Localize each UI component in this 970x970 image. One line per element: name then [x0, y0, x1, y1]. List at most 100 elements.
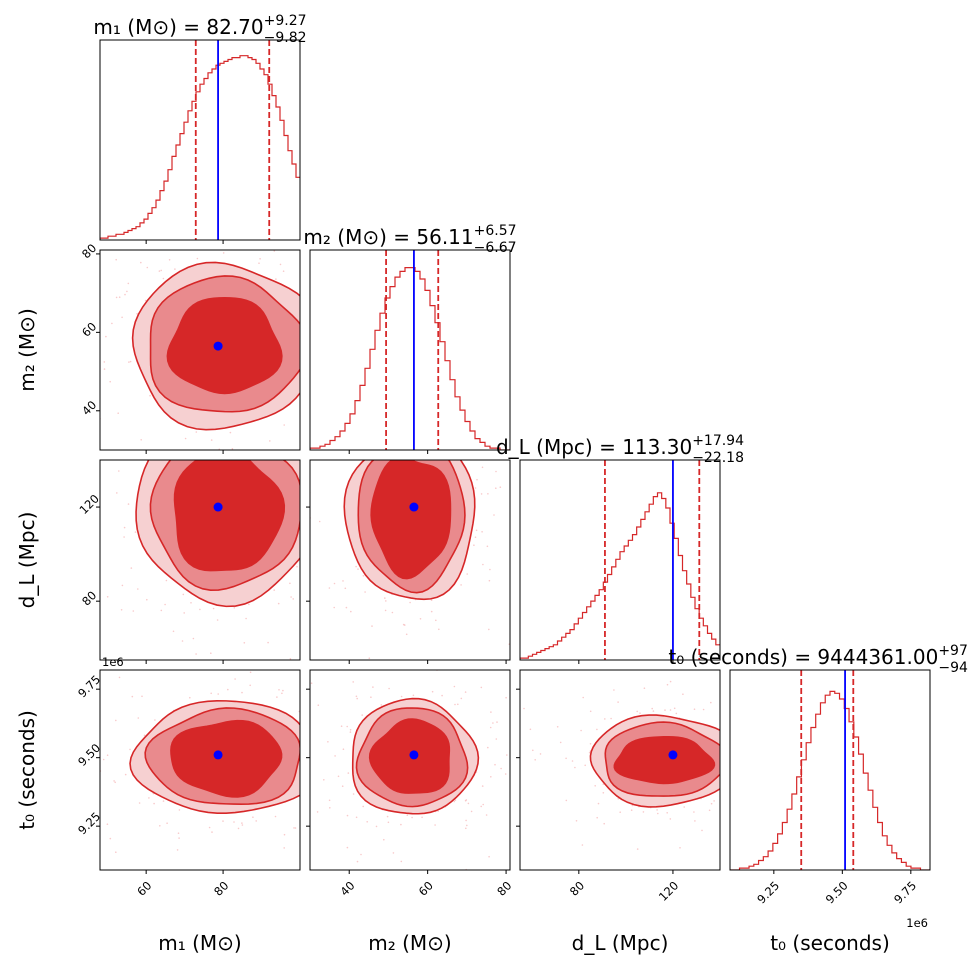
scatter-point	[565, 757, 567, 760]
scatter-point	[249, 671, 252, 674]
scatter-point	[476, 452, 478, 454]
scatter-point	[378, 339, 380, 341]
scatter-point	[723, 749, 725, 751]
scatter-point	[597, 802, 600, 805]
scatter-point	[241, 691, 243, 694]
scatter-point	[332, 566, 334, 568]
scatter-point	[460, 697, 463, 700]
scatter-point	[183, 612, 185, 614]
scatter-point	[364, 591, 366, 593]
scatter-point	[314, 813, 316, 815]
scatter-point	[377, 439, 379, 441]
scatter-point	[46, 451, 48, 453]
scatter-point	[314, 542, 316, 544]
title-err-minus: −6.67	[474, 240, 517, 256]
scatter-point	[211, 831, 213, 833]
scatter-point	[429, 443, 431, 445]
scatter-point	[330, 753, 332, 755]
scatter-point	[410, 454, 412, 456]
scatter-point	[400, 695, 403, 698]
scatter-point	[342, 342, 344, 344]
scatter-point	[465, 819, 467, 822]
scatter-point	[244, 668, 246, 670]
scatter-point	[289, 658, 292, 660]
scatter-point	[181, 640, 184, 642]
scatter-point	[306, 476, 308, 478]
scatter-point	[168, 259, 171, 261]
scatter-point	[575, 820, 578, 822]
scatter-point	[766, 780, 768, 782]
panel-frame-m2-t0	[309, 669, 511, 871]
scatter-point	[326, 408, 328, 410]
scatter-point	[195, 435, 197, 437]
scatter-point	[346, 814, 349, 817]
scatter-point	[324, 340, 326, 342]
scatter-point	[229, 431, 232, 434]
scatter-point	[165, 435, 167, 437]
scatter-point	[457, 427, 459, 429]
scatter-point	[584, 764, 586, 767]
scatter-point	[369, 666, 371, 668]
scatter-point	[216, 619, 219, 621]
scatter-point	[412, 222, 414, 224]
x-axis-label-m1: m₁ (M⊙)	[158, 931, 241, 955]
scatter-point	[269, 440, 271, 442]
scatter-point	[755, 792, 757, 794]
scatter-point	[766, 772, 768, 774]
scatter-point	[617, 797, 620, 800]
scatter-point	[556, 726, 559, 728]
scatter-point	[723, 742, 725, 744]
scatter-point	[603, 822, 605, 825]
scatter-point	[467, 802, 470, 805]
scatter-point	[454, 703, 456, 706]
y-tick-label-dL: 80	[79, 588, 99, 608]
scatter-point	[442, 663, 444, 665]
scatter-point	[371, 625, 373, 627]
scatter-point	[341, 844, 343, 846]
scatter-point	[208, 826, 211, 829]
scatter-point	[582, 696, 584, 699]
scatter-point	[75, 445, 77, 447]
scatter-point	[435, 619, 437, 622]
scatter-point	[735, 831, 737, 833]
scatter-point	[481, 531, 483, 533]
scatter-point	[694, 820, 696, 822]
scatter-point	[463, 424, 465, 426]
scatter-point	[365, 439, 367, 441]
scatter-point	[460, 584, 462, 586]
scatter-point	[346, 365, 348, 367]
scatter-point	[334, 755, 336, 757]
scatter-point	[725, 775, 727, 777]
scatter-point	[331, 826, 333, 828]
scatter-point	[301, 285, 303, 287]
scatter-point	[333, 606, 336, 609]
scatter-point	[737, 719, 739, 721]
scatter-point	[445, 400, 447, 402]
scatter-point	[495, 470, 497, 473]
scatter-point	[402, 623, 405, 626]
panel-title-m2: m₂ (M⊙) = 56.11+6.57 −6.67	[303, 223, 516, 256]
scatter-point	[617, 701, 619, 703]
scatter-point	[589, 710, 592, 713]
scatter-point	[505, 696, 507, 699]
scatter-point	[146, 266, 149, 269]
scatter-point	[636, 710, 638, 713]
scatter-point	[464, 691, 467, 693]
scatter-point	[341, 785, 344, 787]
scatter-point	[485, 454, 487, 456]
scatter-point	[787, 753, 789, 755]
scatter-point	[732, 730, 734, 732]
scatter-point	[115, 258, 117, 261]
contour-level-1	[368, 718, 451, 794]
scatter-point	[274, 815, 277, 818]
scatter-point	[278, 689, 280, 691]
panel-frame-dL-dL	[519, 459, 721, 661]
scatter-point	[407, 654, 409, 656]
scatter-point	[420, 455, 422, 457]
scatter-point	[434, 824, 436, 826]
scatter-point	[71, 736, 73, 738]
scatter-point	[453, 800, 456, 803]
scatter-point	[657, 812, 659, 815]
scatter-point	[400, 823, 402, 826]
scatter-point	[300, 709, 302, 711]
